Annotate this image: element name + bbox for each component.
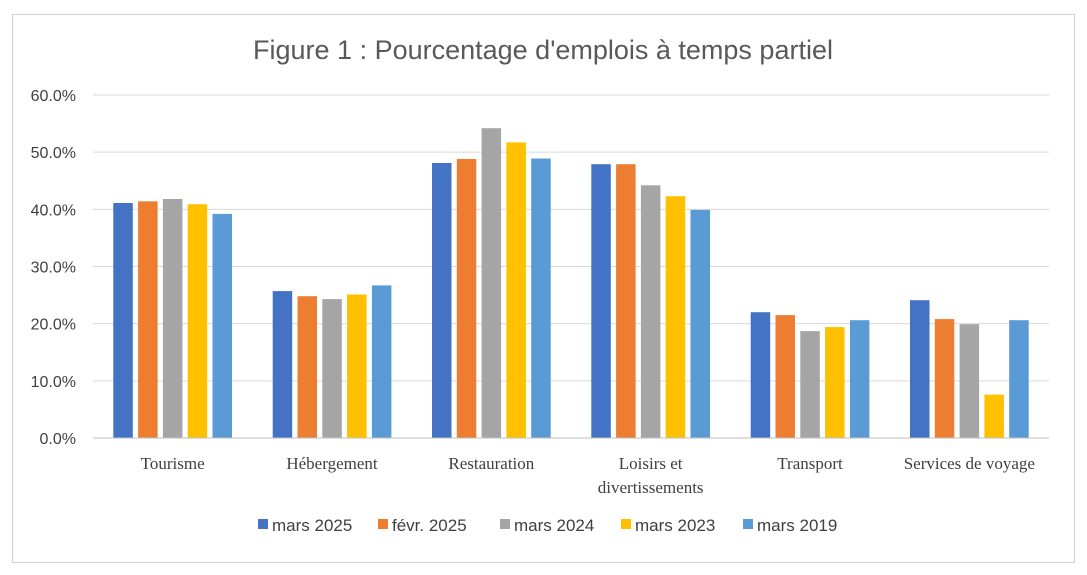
- bar: [934, 319, 955, 438]
- y-tick-label: 50.0%: [31, 145, 76, 162]
- bar: [665, 196, 686, 438]
- x-axis-category-labels: Tourisme Hébergement Restauration Loisirs e…: [141, 454, 1035, 497]
- y-tick-label: 30.0%: [31, 260, 76, 277]
- bars: [113, 128, 1029, 438]
- legend-swatch: [500, 519, 510, 529]
- bar: [825, 327, 845, 438]
- y-axis-tick-labels: 0.0% 10.0% 20.0% 30.0% 40.0% 50.0% 60.0%: [31, 88, 76, 448]
- legend-swatch: [258, 519, 268, 529]
- legend-label: févr. 2025: [392, 516, 467, 535]
- bar: [800, 331, 820, 438]
- legend-label: mars 2024: [514, 516, 594, 535]
- bar: [162, 199, 183, 438]
- bar: [616, 164, 636, 438]
- bar: [138, 201, 158, 438]
- y-tick-label: 40.0%: [31, 202, 76, 219]
- bar: [690, 209, 710, 438]
- gridlines: [93, 94, 1049, 382]
- legend-swatch: [621, 519, 631, 529]
- bar: [591, 164, 611, 438]
- bar: [775, 315, 795, 438]
- legend-label: mars 2023: [635, 516, 715, 535]
- legend-swatch: [378, 519, 388, 529]
- bar: [297, 296, 317, 438]
- bar: [322, 299, 342, 438]
- bar: [750, 312, 771, 438]
- bar: [347, 294, 367, 438]
- legend-label: mars 2019: [757, 516, 837, 535]
- bar: [432, 163, 452, 438]
- x-category-label: Loisirs et: [619, 454, 683, 473]
- legend-swatch: [743, 519, 753, 529]
- x-category-label: Services de voyage: [904, 454, 1035, 473]
- y-tick-label: 0.0%: [40, 431, 76, 448]
- bar: [849, 320, 870, 438]
- bar: [640, 185, 661, 438]
- bar: [959, 324, 980, 438]
- bar: [1009, 320, 1029, 438]
- bar: [984, 394, 1004, 438]
- bar: [187, 204, 208, 438]
- bar: [910, 300, 930, 438]
- y-tick-label: 10.0%: [31, 374, 76, 391]
- legend: mars 2025 févr. 2025 mars 2024 mars 2023 mar…: [258, 516, 837, 535]
- bar: [371, 285, 392, 438]
- x-category-label: Transport: [777, 454, 843, 473]
- legend-label: mars 2025: [272, 516, 352, 535]
- x-category-label: Restauration: [448, 454, 534, 473]
- chart-title: Figure 1 : Pourcentage d'emplois à temps…: [253, 35, 833, 65]
- bar: [113, 203, 133, 438]
- x-category-label: divertissements: [598, 478, 704, 497]
- x-category-label: Hébergement: [286, 454, 378, 473]
- bar: [212, 213, 232, 438]
- bar: [531, 158, 551, 438]
- bar: [272, 291, 293, 438]
- y-tick-label: 60.0%: [31, 88, 76, 105]
- y-tick-label: 20.0%: [31, 317, 76, 334]
- bar: [481, 128, 502, 438]
- bar: [506, 142, 526, 438]
- x-category-label: Tourisme: [141, 454, 205, 473]
- bar: [456, 159, 477, 438]
